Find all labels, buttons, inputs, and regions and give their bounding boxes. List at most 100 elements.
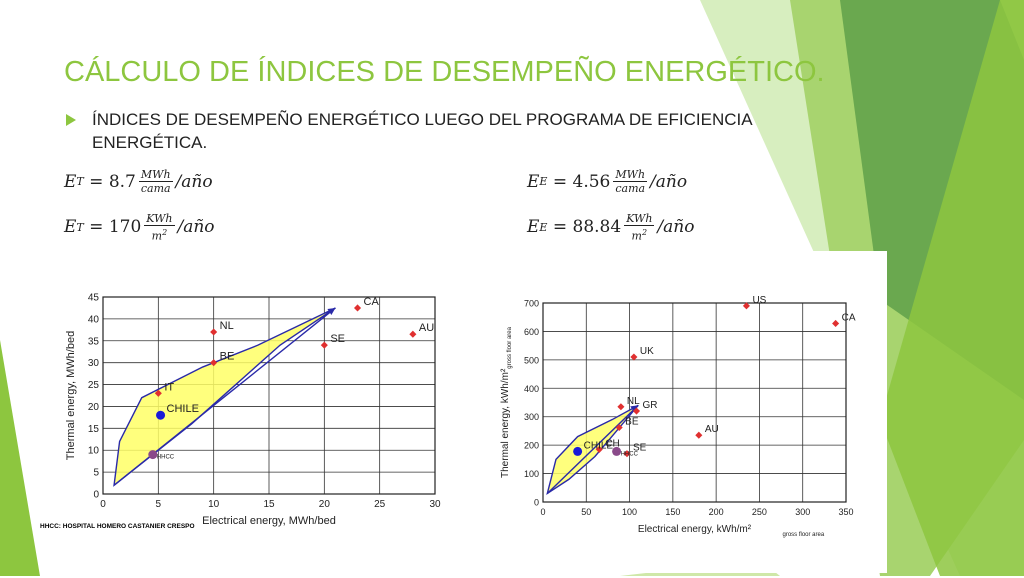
- bullet-arrow-icon: [66, 114, 76, 126]
- eq-subscript: E: [539, 175, 548, 188]
- plot-frame: [542, 302, 847, 503]
- eq-tail: /año: [657, 217, 695, 238]
- trend-arrow-head: [327, 307, 336, 315]
- x-tick-label: 0: [540, 507, 545, 517]
- data-point-au: [409, 330, 417, 338]
- y-tick-label: 0: [534, 498, 539, 508]
- point-label-ch: CH: [605, 438, 619, 449]
- point-label-hhcc: HHCC: [157, 455, 175, 461]
- y-tick-label: 15: [88, 424, 100, 435]
- y-tick-label: 35: [88, 336, 100, 347]
- point-label-nl: NL: [627, 396, 640, 407]
- eq-symbol: E: [527, 217, 540, 238]
- y-tick-label: 25: [88, 380, 100, 391]
- trend-line: [546, 404, 639, 494]
- y-tick-label: 100: [524, 469, 539, 479]
- eq-value: 8.7: [108, 171, 136, 192]
- page-title: CÁLCULO DE ÍNDICES DE DESEMPEÑO ENERGÉTI…: [64, 56, 825, 88]
- eq-denominator: m2: [631, 228, 648, 243]
- trend-arrow-head: [630, 405, 639, 413]
- point-label-uk: UK: [640, 346, 654, 357]
- footnote: HHCC: HOSPITAL HOMERO CASTANIER CRESPO: [40, 523, 195, 530]
- data-point-au: [695, 431, 703, 439]
- x-tick-label: 30: [429, 499, 441, 510]
- eq-tail: /año: [175, 171, 213, 192]
- eq-numerator: KWh: [624, 212, 655, 226]
- chart-panel-left: 0 5 10 15 20 25 30 0 5 10 15 20 25 30 35 40 45 CA AU NL SE BE…: [40, 280, 450, 536]
- eq-denominator: cama: [615, 182, 646, 195]
- bullet-text: ÍNDICES DE DESEMPEÑO ENERGÉTICO LUEGO DE…: [92, 110, 752, 152]
- y-tick-label: 700: [524, 299, 539, 309]
- point-label-be: BE: [625, 417, 639, 428]
- point-label-be: BE: [220, 351, 235, 363]
- point-label-hhcc: HHCC: [621, 451, 639, 457]
- x-axis-label: Electrical energy, kWh/m²: [638, 524, 752, 535]
- plot-frame: [102, 296, 436, 495]
- eq-numerator: MWh: [138, 168, 173, 182]
- x-tick-label: 0: [100, 499, 106, 510]
- x-tick-label: 20: [319, 499, 331, 510]
- y-tick-label: 400: [524, 384, 539, 394]
- y-tick-label: 300: [524, 412, 539, 422]
- point-label-us: US: [752, 295, 766, 306]
- data-point-be: [210, 359, 218, 367]
- eq-symbol: E: [64, 171, 77, 192]
- y-tick-label: 200: [524, 441, 539, 451]
- data-point-chile: [573, 446, 583, 456]
- x-tick-label: 10: [208, 499, 220, 510]
- chart-panel-right: 0 50 100 150 200 250 300 350 0 100 200 300 400 500 600…: [488, 251, 887, 573]
- x-tick-label: 350: [838, 507, 853, 517]
- data-point-ca: [353, 304, 362, 312]
- eq-value: 4.56: [572, 171, 611, 192]
- x-tick-label: 100: [622, 507, 637, 517]
- y-axis-label: Thermal energy, kWh/m²gross floor area: [500, 326, 513, 478]
- deco-left-triangle: [0, 340, 40, 576]
- chart-per-area: 0 50 100 150 200 250 300 350 0 100 200 300 400 500 600…: [500, 295, 856, 538]
- point-label-ca: CA: [364, 296, 380, 308]
- y-tick-label: 600: [524, 327, 539, 337]
- eq-numerator: KWh: [144, 212, 175, 226]
- y-tick-label: 20: [88, 402, 100, 413]
- data-point-be: [615, 423, 623, 432]
- point-label-nl: NL: [220, 320, 234, 332]
- chart-per-bed: 0 5 10 15 20 25 30 0 5 10 15 20 25 30 35 40 45 CA AU NL SE BE…: [65, 293, 441, 528]
- eq-symbol: E: [527, 171, 540, 192]
- eq-denominator: cama: [140, 182, 171, 195]
- eq-symbol: E: [64, 217, 77, 238]
- y-tick-label: 30: [88, 358, 100, 369]
- data-point-hhcc: [148, 450, 158, 460]
- y-tick-label: 40: [88, 314, 100, 325]
- point-label-gr: GR: [642, 400, 657, 411]
- eq-denominator: m2: [151, 228, 168, 243]
- x-tick-label: 300: [795, 507, 810, 517]
- eq-numerator: MWh: [613, 168, 648, 182]
- y-axis-label: Thermal energy, MWh/bed: [65, 331, 77, 460]
- point-label-chile: CHILE: [584, 440, 614, 451]
- y-tick-label: 10: [88, 446, 100, 457]
- x-axis-label-sub: gross floor area: [783, 532, 825, 538]
- eq-subscript: T: [76, 220, 84, 234]
- x-tick-label: 250: [752, 507, 767, 517]
- point-label-se: SE: [330, 333, 345, 345]
- eq-subscript: T: [76, 175, 84, 188]
- eq-tail: /año: [177, 217, 215, 238]
- data-point-se: [320, 341, 328, 349]
- point-label-se: SE: [633, 443, 647, 454]
- eq-tail: /año: [650, 171, 688, 192]
- eq-value: 88.84: [572, 217, 622, 238]
- eq-value: 170: [108, 217, 142, 238]
- y-tick-label: 500: [524, 355, 539, 365]
- data-point-nl: [210, 328, 218, 336]
- point-label-it: IT: [164, 381, 174, 393]
- point-label-ca: CA: [842, 312, 856, 323]
- x-axis-label: Electrical energy, MWh/bed: [202, 515, 336, 527]
- data-point-hhcc: [612, 446, 622, 456]
- x-tick-label: 25: [374, 499, 386, 510]
- x-tick-label: 200: [709, 507, 724, 517]
- deco-band-bright: [880, 0, 1024, 576]
